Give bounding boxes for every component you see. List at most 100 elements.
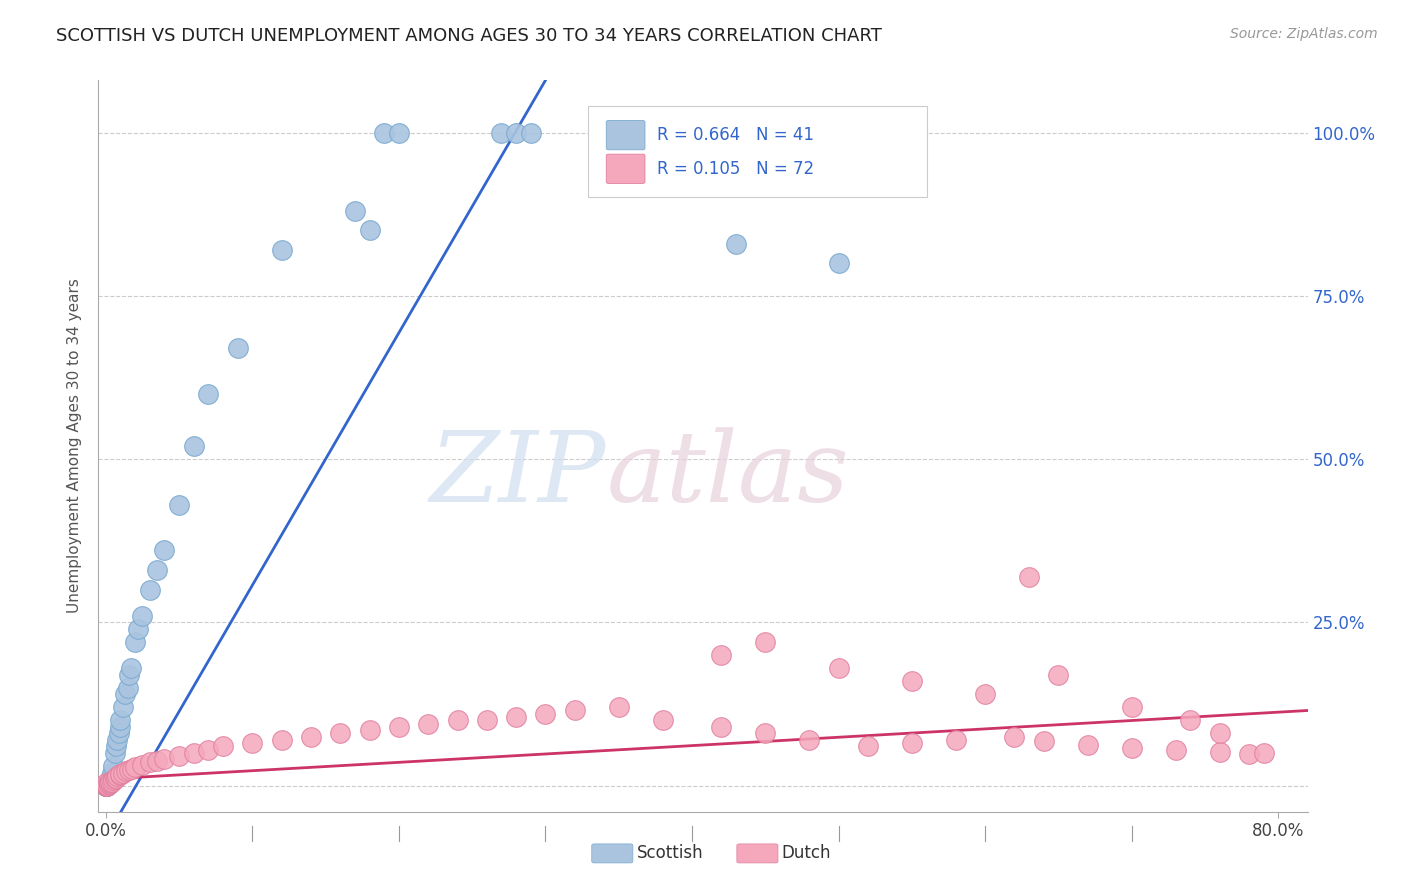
Point [107,769,129,783]
Point [475,714,498,728]
Point [1208,726,1230,740]
Point [710,648,733,662]
Point [100,765,122,780]
Point [100,772,122,786]
Text: Scottish: Scottish [637,845,703,863]
Text: ZIP: ZIP [430,427,606,523]
Point [901,736,924,750]
Point [1047,667,1070,681]
Point [100,774,122,789]
Point [97,777,120,791]
Point [1004,730,1026,744]
Point [96,778,118,792]
Point [329,726,352,740]
Point [98,772,121,786]
Point [359,723,381,737]
Point [651,714,673,728]
FancyBboxPatch shape [737,844,778,863]
Point [153,543,176,558]
Point [388,720,411,734]
Point [94,779,117,793]
Point [212,739,235,754]
Point [97,777,120,791]
Point [110,768,132,782]
Point [534,706,557,721]
Point [121,762,143,776]
Point [710,720,733,734]
Point [94,778,117,792]
Point [118,667,141,681]
Point [299,730,322,744]
Point [520,126,543,140]
Point [101,773,124,788]
Point [183,746,205,760]
Point [94,779,117,793]
Point [97,777,120,791]
Point [127,622,149,636]
Point [118,763,141,777]
Point [94,777,117,791]
Point [105,771,128,785]
Point [94,778,117,792]
Point [138,755,160,769]
Point [96,778,118,792]
Point [901,674,924,689]
Point [446,714,468,728]
Point [197,742,219,756]
Point [1121,700,1143,714]
Y-axis label: Unemployment Among Ages 30 to 34 years: Unemployment Among Ages 30 to 34 years [66,278,82,614]
Point [94,777,117,791]
Point [112,700,135,714]
Point [94,779,117,793]
Point [138,582,160,597]
Point [94,778,117,792]
Point [108,726,131,740]
Point [103,772,125,786]
Point [945,732,967,747]
Point [1077,738,1099,752]
Point [98,775,121,789]
FancyBboxPatch shape [588,106,927,197]
Point [1253,746,1275,760]
Point [607,700,630,714]
Point [94,777,117,791]
Point [101,759,124,773]
Point [94,779,117,793]
Point [96,779,118,793]
Point [1180,714,1202,728]
Point [564,704,586,718]
Point [94,779,117,793]
Point [94,778,117,792]
Point [167,748,190,763]
Point [146,754,169,768]
Point [112,765,135,780]
Text: R = 0.105   N = 72: R = 0.105 N = 72 [657,160,814,178]
Point [97,777,120,791]
Point [827,661,849,675]
Point [799,732,821,747]
Point [1032,734,1054,748]
Point [1208,745,1230,759]
Point [110,714,132,728]
Text: R = 0.664   N = 41: R = 0.664 N = 41 [657,126,814,145]
Point [343,203,366,218]
Point [491,126,513,140]
Point [724,236,747,251]
Point [167,498,190,512]
Point [505,710,527,724]
Point [107,732,129,747]
Point [94,777,117,791]
Point [115,764,138,779]
Point [131,608,153,623]
Point [103,746,125,760]
Point [1237,747,1260,762]
Point [94,776,117,790]
Point [827,256,849,270]
Point [226,341,249,355]
Point [418,716,440,731]
Point [240,736,263,750]
Point [505,126,527,140]
FancyBboxPatch shape [606,120,645,150]
Point [388,126,411,140]
Point [98,775,121,789]
